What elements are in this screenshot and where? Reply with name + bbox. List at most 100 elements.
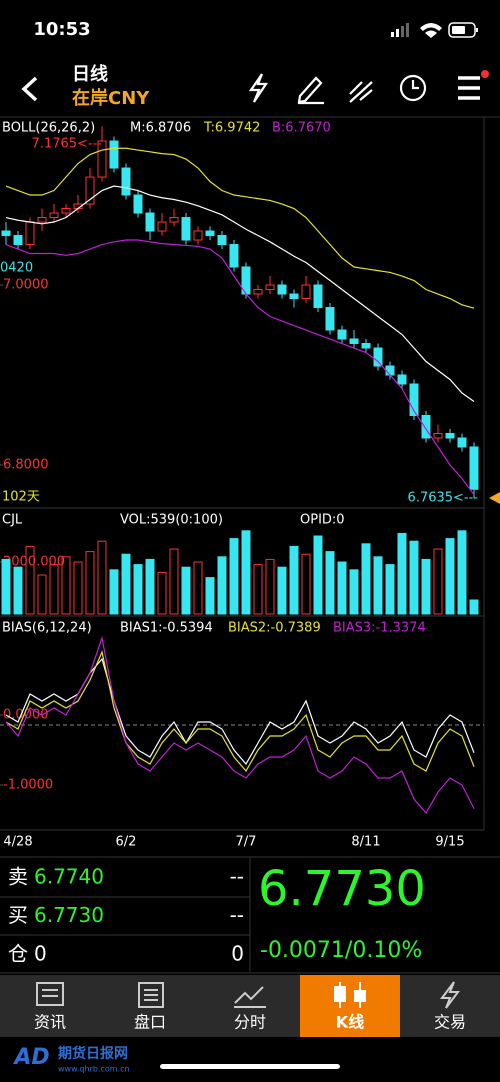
bias-line	[5, 635, 475, 815]
volume-bar	[445, 538, 455, 615]
tab-icons	[36, 981, 460, 1009]
y-tick-label: 6.8000	[3, 457, 49, 472]
volume-bar	[469, 599, 479, 615]
status-icons	[391, 22, 478, 38]
panel-title: BIAS(6,12,24)	[2, 621, 92, 636]
tab-label[interactable]: 盘口	[134, 1013, 166, 1032]
x-tick-label: 8/11	[351, 835, 380, 850]
price-change: -0.0071/0.10%	[260, 938, 422, 963]
watermark-url: www.qhrb.com.cn	[58, 1065, 130, 1074]
volume-bar	[85, 551, 95, 615]
candle-body	[301, 284, 311, 300]
volume-bar	[265, 558, 275, 615]
candle-body	[469, 446, 479, 490]
legend-entry: M:6.8706	[130, 121, 191, 136]
back-button[interactable]	[21, 76, 38, 102]
candle-body	[13, 235, 23, 246]
quote-rows: 卖 6.7740 --买 6.7730 --仓 0 0	[8, 865, 244, 966]
quote-frame	[0, 856, 500, 974]
volume-bar	[409, 540, 419, 615]
volume-bar	[217, 556, 227, 615]
tab-label[interactable]: 资讯	[34, 1013, 66, 1032]
tabs: 资讯 盘口 分时 K线 交易	[34, 1013, 466, 1032]
volume-bar	[313, 535, 323, 615]
candle-body	[277, 284, 287, 295]
volume-bar	[37, 574, 47, 615]
volume-bar	[73, 561, 83, 615]
bias-line	[5, 650, 475, 773]
watermark-logo: AD	[12, 1045, 49, 1070]
panel-frame	[0, 116, 500, 831]
header-title: 日线	[72, 63, 108, 85]
volume-bar	[133, 564, 143, 615]
candle-body	[49, 212, 59, 219]
volume-bar	[289, 545, 299, 615]
tab-label[interactable]: K线	[336, 1013, 364, 1032]
candle-body	[361, 343, 371, 349]
candle-body	[157, 221, 167, 232]
candle-body	[457, 437, 467, 448]
max-label: 7.1765<---	[32, 137, 103, 152]
tab-label[interactable]: 分时	[234, 1013, 266, 1032]
volume-bar	[157, 571, 167, 615]
quote-label: 卖	[8, 865, 28, 889]
volume-bar	[61, 556, 71, 615]
volume-bar	[433, 548, 443, 615]
volume-bar	[277, 566, 287, 615]
candle-body	[313, 284, 323, 309]
min-label: 6.7635<---	[408, 490, 479, 505]
volume-bar	[1, 558, 11, 615]
candle-body	[61, 208, 71, 214]
indicator-label: BOLL(26,26,2)	[2, 121, 95, 136]
candle-body	[397, 374, 407, 385]
x-tick-label: 4/28	[3, 835, 32, 850]
quote-qty: --	[230, 865, 244, 889]
panel-text: VOL:539(0:100)	[120, 513, 223, 528]
price-pointer	[489, 492, 500, 504]
bias-line	[5, 657, 475, 766]
candle-body	[253, 289, 263, 295]
x-tick-label: 6/2	[116, 835, 137, 850]
period-label: 102天	[2, 490, 40, 505]
candle-body	[409, 383, 419, 416]
header-icons[interactable]	[248, 70, 489, 105]
panel-text: OPID:0	[300, 513, 345, 528]
volume-bar	[241, 530, 251, 615]
volume-bar	[25, 545, 35, 615]
candle-body	[265, 284, 275, 291]
candle-body	[373, 347, 383, 367]
home-indicator	[160, 1064, 340, 1069]
candle-body	[325, 307, 335, 331]
volume-bar	[301, 553, 311, 615]
volume-bar	[205, 577, 215, 615]
volume-bar	[169, 548, 179, 615]
boll-line	[5, 147, 475, 309]
y-tick-label: -1.0000	[3, 778, 53, 793]
volume-bar	[49, 564, 59, 615]
quote-value: 0	[34, 942, 47, 966]
y-tick-label: 7.0000	[3, 278, 49, 293]
quote-qty: --	[230, 903, 244, 927]
tab-active-bg	[300, 975, 400, 1037]
boll-line	[5, 185, 475, 402]
candle-body	[37, 217, 47, 223]
legend-entry: T:6.9742	[203, 121, 260, 136]
volume-bar	[109, 569, 119, 615]
candle-body	[193, 230, 203, 241]
volume-bar	[181, 566, 191, 615]
x-tick-label: 9/15	[435, 835, 464, 850]
volume-bar	[325, 551, 335, 615]
watermark-name: 期货日报网	[58, 1045, 128, 1062]
candle-body	[433, 432, 443, 439]
y-tick-label: 0.0000	[3, 708, 49, 723]
legend-entry: BIAS3:-1.3374	[333, 621, 426, 636]
volume-bar	[385, 564, 395, 615]
volume-bar	[457, 530, 467, 615]
candle-body	[25, 221, 35, 246]
tab-label[interactable]: 交易	[434, 1013, 466, 1032]
volume-bar	[145, 558, 155, 615]
candle-body	[349, 338, 359, 345]
panel-title: CJL	[2, 513, 23, 528]
